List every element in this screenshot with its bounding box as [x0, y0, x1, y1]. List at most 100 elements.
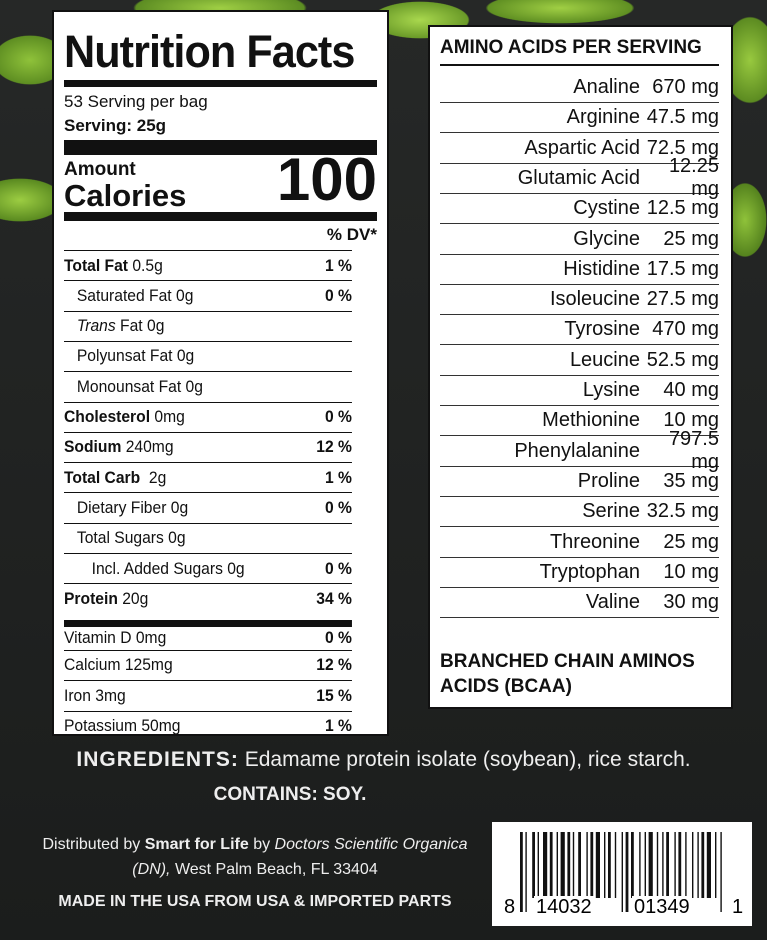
barcode-bar	[549, 832, 553, 898]
amino-name: Phenylalanine	[514, 439, 640, 462]
nutrient-dv: 0 %	[325, 407, 352, 426]
nutrient-name: Calcium 125mg	[64, 655, 173, 675]
amino-value: 12.5 mg	[646, 197, 719, 220]
barcode-bar	[520, 832, 523, 912]
nutrient-name: Total Carb	[64, 467, 141, 487]
amino-value: 32.5 mg	[646, 500, 719, 523]
barcode-bar	[720, 832, 722, 912]
amino-row: Aspartic Acid 72.5 mg	[440, 134, 719, 164]
amino-row: Methionine 10 mg	[440, 406, 719, 437]
nutrient-name: Polyunsat Fat 0g	[76, 346, 195, 366]
distributor-info: Distributed by Smart for Life by Doctors…	[40, 832, 470, 882]
calories-label: Calories	[64, 178, 187, 213]
nutrient-row: Protein 20g 34 %	[64, 583, 352, 613]
amino-row: Isoleucine 27.5 mg	[440, 285, 719, 316]
amino-title: AMINO ACIDS PER SERVING	[440, 37, 702, 58]
nutrient-row: Dietary Fiber 0g 0 %	[64, 492, 352, 522]
nutrient-row: Saturated Fat 0g 0 %	[64, 280, 352, 310]
barcode-bar	[639, 832, 641, 898]
barcode-bar	[674, 832, 676, 898]
divider	[64, 80, 377, 87]
barcode-digit-first: 8	[504, 896, 516, 918]
nutrient-dv: 1 %	[325, 467, 352, 487]
nutrient-label: Sodium 240mg	[64, 437, 174, 457]
amino-row: Tyrosine 470 mg	[440, 315, 719, 346]
amino-name: Serine	[582, 500, 640, 523]
nutrient-name: Protein	[64, 588, 118, 608]
nutrient-label: Polyunsat Fat 0g	[64, 346, 194, 366]
amino-value: 30 mg	[663, 591, 719, 614]
nutrient-label: Cholesterol 0mg	[64, 407, 185, 427]
amino-value: 10 mg	[663, 560, 719, 583]
barcode-bar	[572, 832, 575, 898]
nutrient-amount: Fat 0g	[115, 316, 165, 336]
nutrient-row: Sodium 240mg 12 %	[64, 431, 352, 462]
nutrient-label: Monounsat Fat 0g	[64, 377, 203, 397]
amino-value: 35 mg	[663, 469, 719, 492]
barcode-bar	[648, 832, 653, 898]
nutrient-dv: 34 %	[316, 588, 352, 608]
calories-value: 100	[276, 146, 377, 213]
nutrient-dv: 12 %	[316, 437, 352, 457]
nutrient-name: Vitamin D 0mg	[64, 628, 167, 648]
amino-value: 12.25 mg	[668, 155, 719, 201]
nutrient-name: Total Fat	[64, 255, 129, 275]
amino-value: 40 mg	[663, 379, 719, 401]
nutrient-row: Total Carb 2g 1 %	[64, 462, 352, 492]
barcode-bars	[520, 832, 722, 912]
nutrient-row: Trans Fat 0g	[64, 310, 352, 341]
nutrient-row: Total Sugars 0g	[64, 522, 352, 553]
nutrient-name: Incl. Added Sugars 0g	[91, 558, 245, 578]
barcode-bar	[525, 832, 527, 912]
nutrient-label: Total Fat 0.5g	[64, 256, 163, 276]
nutrient-amount: 240mg	[121, 437, 174, 457]
nutrient-name: Cholesterol	[64, 407, 151, 426]
nutrient-label: Iron 3mg	[64, 686, 126, 706]
nutrient-amount: 0.5g	[128, 255, 163, 275]
barcode-bar	[621, 832, 623, 912]
bcaa-label: BRANCHED CHAIN AMINOS ACIDS (BCAA)	[440, 651, 695, 697]
amino-name: Proline	[577, 469, 640, 492]
nutrition-facts-panel: Nutrition Facts 53 Serving per bag Servi…	[52, 10, 389, 736]
barcode-bar	[625, 832, 629, 912]
barcode-bar	[543, 832, 548, 898]
barcode-bar	[631, 832, 634, 898]
amino-row: Phenylalanine 797.5 mg	[440, 428, 719, 473]
nutrient-label: Incl. Added Sugars 0g	[64, 559, 245, 579]
amino-name: Threonine	[549, 530, 640, 553]
barcode-bar	[532, 832, 535, 898]
amino-name: Tryptophan	[539, 560, 640, 583]
ingredients-label: INGREDIENTS:	[76, 748, 239, 771]
servings-per-container: 53 Serving per bag	[64, 92, 208, 111]
nutrient-name: Total Sugars 0g	[76, 528, 186, 548]
amino-row: Leucine 52.5 mg	[440, 346, 719, 376]
amino-row: Valine 30 mg	[440, 588, 719, 619]
barcode-bar	[604, 832, 606, 898]
nutrient-dv: 15 %	[316, 685, 352, 705]
nutrient-name: Saturated Fat 0g	[76, 285, 194, 305]
nutrient-dv: 12 %	[316, 655, 352, 675]
barcode-bar	[656, 832, 659, 898]
nutrient-row: Monounsat Fat 0g	[64, 371, 352, 401]
amino-row: Proline 35 mg	[440, 467, 719, 497]
nutrition-title: Nutrition Facts	[64, 26, 355, 77]
barcode-digit-last: 1	[732, 896, 744, 918]
distributor-brand: Smart for Life	[144, 836, 249, 853]
amino-value: 25 mg	[663, 227, 719, 250]
amino-value: 10 mg	[663, 409, 719, 432]
nutrient-name: Iron 3mg	[64, 685, 126, 705]
amino-name: Analine	[573, 76, 640, 98]
amino-name: Histidine	[563, 257, 640, 280]
amino-value: 27.5 mg	[646, 288, 719, 311]
distributor-address: West Palm Beach, FL 33404	[170, 861, 378, 878]
distributor-by: by	[248, 836, 275, 853]
barcode-bar	[678, 832, 682, 898]
barcode-bar	[685, 832, 687, 898]
nutrient-row: Total Fat 0.5g 1 %	[64, 250, 352, 280]
nutrient-amount: 0mg	[150, 407, 185, 426]
nutrient-name: Dietary Fiber 0g	[76, 497, 189, 517]
barcode-bar	[666, 832, 669, 898]
origin-statement: MADE IN THE USA FROM USA & IMPORTED PART…	[58, 893, 452, 910]
barcode-bar	[608, 832, 611, 898]
barcode-bar	[662, 832, 664, 898]
